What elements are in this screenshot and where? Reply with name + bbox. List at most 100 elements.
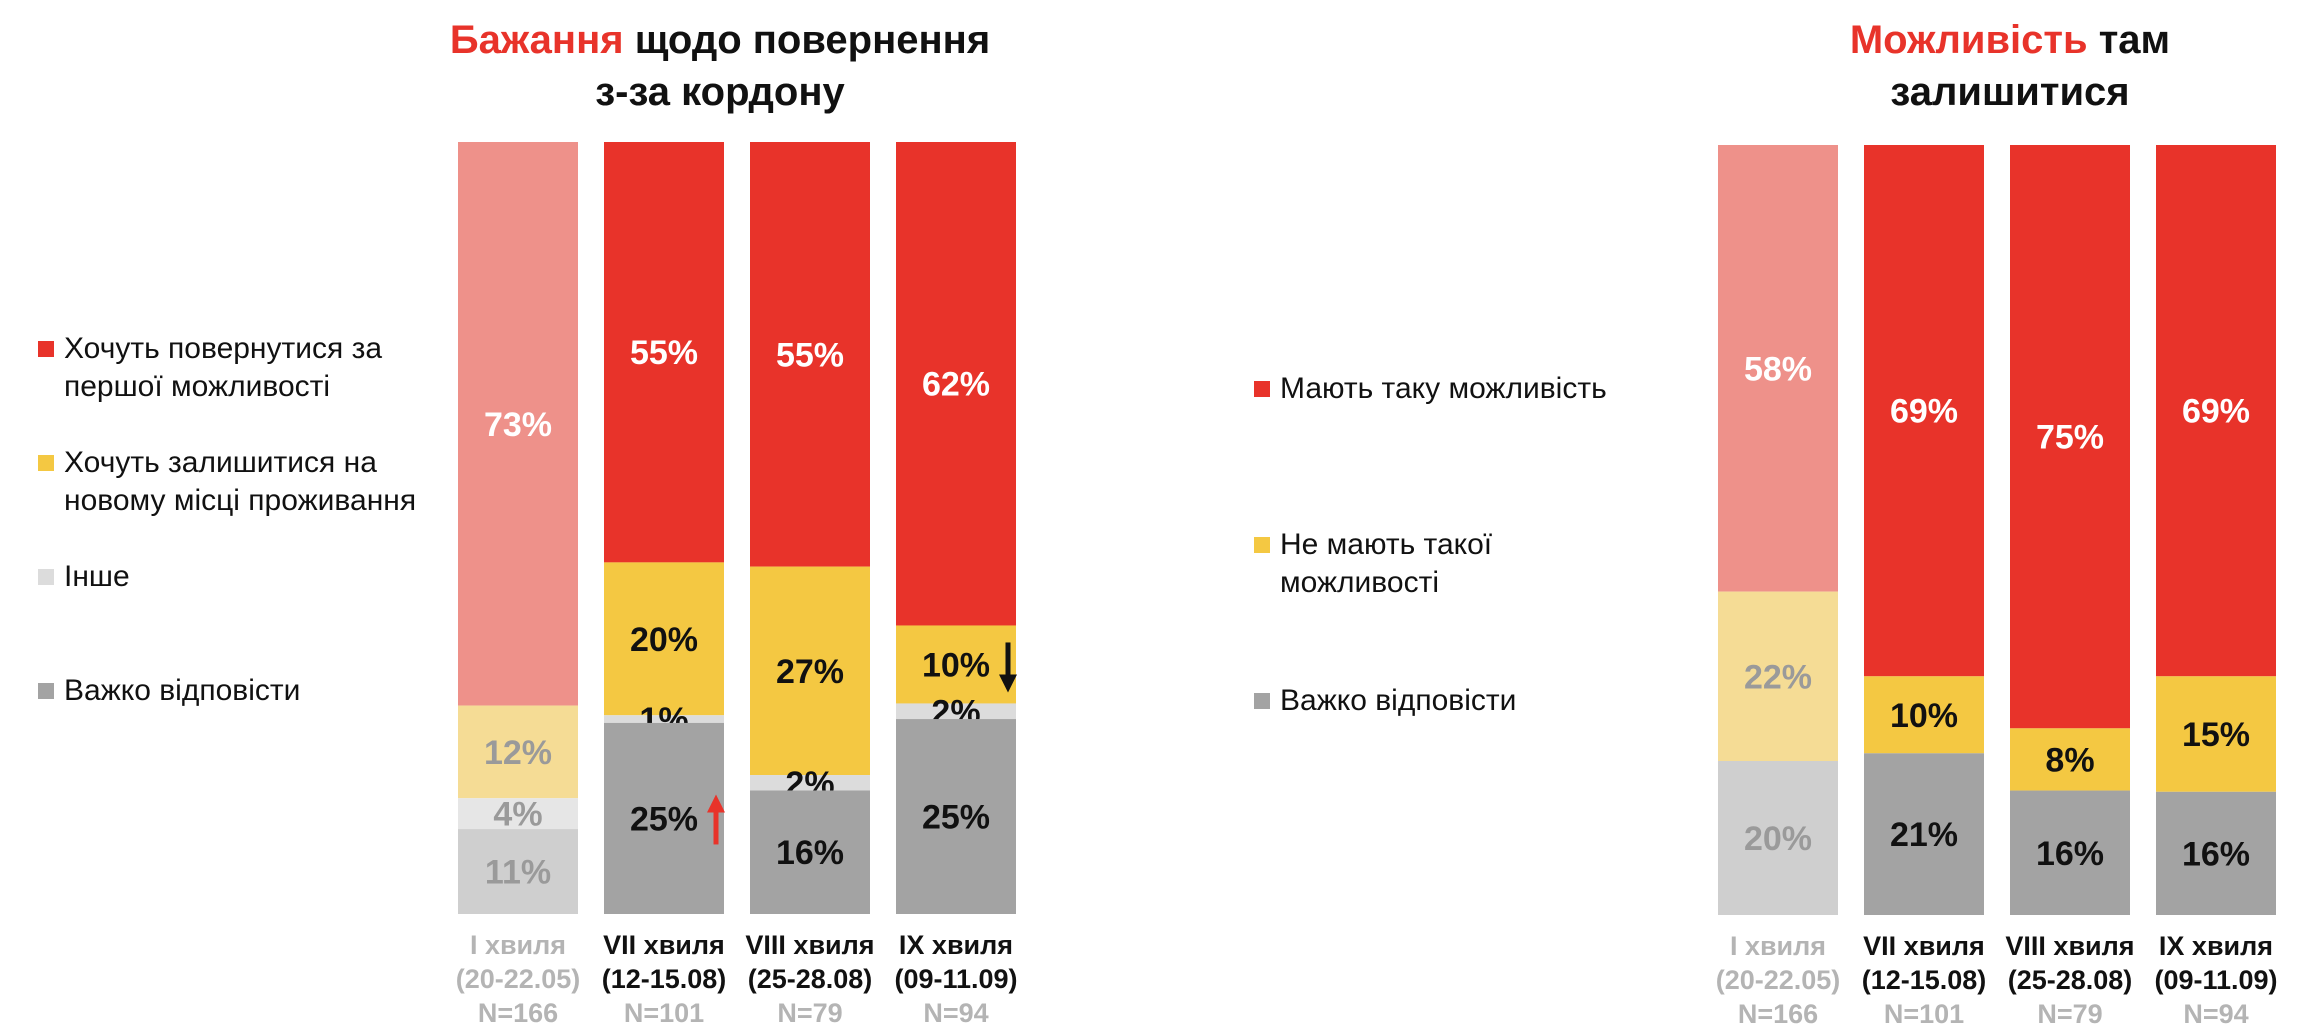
- category-dates: (12-15.08): [1862, 965, 1987, 995]
- category-dates: (20-22.05): [456, 964, 581, 994]
- data-label: 27%: [776, 653, 844, 691]
- legend-return-desire: Хочуть повернутися за першої можливості Х…: [38, 0, 478, 1028]
- bar-segment-мають-таку-можливість-2: [1864, 145, 1984, 677]
- category-sample-size: N=166: [1738, 999, 1818, 1028]
- data-label: 10%: [1890, 697, 1958, 735]
- category-dates: (25-28.08): [2008, 965, 2133, 995]
- category-dates: (25-28.08): [748, 964, 873, 994]
- legend-swatch: [38, 683, 54, 699]
- data-label: 62%: [922, 366, 990, 404]
- category-label: I хвиля: [1730, 931, 1826, 961]
- bar-segment-інше-2: [604, 715, 724, 723]
- bar-segment-важко-відповісти-1: [1718, 761, 1838, 915]
- category-dates: (20-22.05): [1716, 965, 1841, 995]
- legend-stay-possibility: Мають таку можливість Не мають такої можл…: [1254, 0, 1694, 1028]
- bar-segment-інше-1: [458, 798, 578, 830]
- legend-item-hard-to-say: Важко відповісти: [1254, 682, 1516, 720]
- legend-label: Не мають такої можливості: [1280, 528, 1493, 599]
- title-line2: залишитися: [1890, 70, 2130, 114]
- bar-segment-хочуть-повернутися-за-пе-1: [458, 142, 578, 706]
- data-label: 58%: [1744, 350, 1812, 388]
- bar-segment-важко-відповісти-2: [604, 722, 724, 914]
- data-label: 75%: [2036, 419, 2104, 457]
- legend-swatch: [38, 569, 54, 585]
- bar-segment-важко-відповісти-3: [750, 790, 870, 914]
- legend-item-have-possibility: Мають таку можливість: [1254, 370, 1607, 408]
- bar-segment-хочуть-повернутися-за-пе-2: [604, 142, 724, 563]
- bar-segment-важко-відповісти-4: [2156, 791, 2276, 915]
- bar-segment-важко-відповісти-2: [1864, 753, 1984, 915]
- data-label: 4%: [493, 796, 542, 834]
- bar-segment-важко-відповісти-3: [2010, 790, 2130, 915]
- category-sample-size: N=94: [923, 998, 988, 1028]
- stacked-bar-chart-return-desire: 73% 12% 4% 11% I хвиля (20-22.05) N=166 55% 20% 1…: [456, 142, 1018, 1028]
- category-label: VII хвиля: [1863, 931, 1985, 961]
- title-line2: з-за кордону: [595, 70, 845, 114]
- bar-segment-інше-4: [896, 703, 1016, 720]
- data-label: 10%: [922, 646, 990, 684]
- chart-title-stay-possibility: Можливість там залишитися: [1700, 14, 2320, 118]
- legend-swatch: [38, 341, 54, 357]
- data-label: 25%: [922, 799, 990, 837]
- category-dates: (12-15.08): [602, 964, 727, 994]
- title-highlight: Можливість: [1849, 18, 2088, 62]
- legend-label: Хочуть залишитися на новому місці прожива…: [64, 446, 417, 517]
- bar-segment-хочуть-повернутися-за-пе-4: [896, 142, 1016, 626]
- category-sample-size: N=94: [2183, 999, 2248, 1028]
- category-sample-size: N=166: [478, 998, 558, 1028]
- bar-segment-хочуть-повернутися-за-пе-3: [750, 142, 870, 567]
- data-label: 12%: [484, 734, 552, 772]
- bar-segment-не-мають-такої-можливост-3: [2010, 728, 2130, 791]
- category-dates: (09-11.09): [2154, 965, 2277, 995]
- data-label: 69%: [1890, 393, 1958, 431]
- data-label: 69%: [2182, 393, 2250, 431]
- data-label: 8%: [2045, 741, 2094, 779]
- category-label: VII хвиля: [603, 930, 725, 960]
- bar-segment-інше-3: [750, 775, 870, 791]
- data-label: 25%: [630, 800, 698, 838]
- legend-swatch: [1254, 381, 1270, 397]
- data-label: 16%: [776, 834, 844, 872]
- category-sample-size: N=101: [1884, 999, 1964, 1028]
- legend-label: Важко відповісти: [1280, 684, 1517, 717]
- data-label: 55%: [776, 336, 844, 374]
- legend-item-hard-to-say: Важко відповісти: [38, 672, 300, 710]
- category-sample-size: N=101: [624, 998, 704, 1028]
- category-label: VIII хвиля: [745, 930, 874, 960]
- category-label: I хвиля: [470, 930, 566, 960]
- bar-segment-не-мають-такої-можливост-4: [2156, 676, 2276, 792]
- bar-segment-хочуть-залишитися-на-нов-2: [604, 562, 724, 716]
- data-label: 15%: [2182, 716, 2250, 754]
- data-label: 16%: [2182, 835, 2250, 873]
- data-label: 22%: [1744, 658, 1812, 696]
- bar-segment-не-мають-такої-можливост-2: [1864, 676, 1984, 754]
- category-dates: (09-11.09): [894, 964, 1017, 994]
- bar-segment-мають-таку-можливість-3: [2010, 145, 2130, 729]
- legend-swatch: [1254, 537, 1270, 553]
- category-label: IX хвиля: [899, 930, 1013, 960]
- bar-segment-важко-відповісти-1: [458, 829, 578, 914]
- stacked-bar-chart-stay-possibility: 58% 22% 20% I хвиля (20-22.05) N=166 69% 10% 21%…: [1716, 145, 2278, 1028]
- title-highlight: Бажання: [449, 18, 624, 62]
- bar-segment-важко-відповісти-4: [896, 719, 1016, 914]
- title-rest: щодо повернення: [623, 18, 991, 62]
- bar-segment-мають-таку-можливість-1: [1718, 145, 1838, 592]
- legend-item-other: Інше: [38, 558, 130, 596]
- data-label: 21%: [1890, 816, 1958, 854]
- data-label: 20%: [630, 621, 698, 659]
- title-rest: там: [2087, 18, 2171, 62]
- legend-label: Важко відповісти: [64, 674, 301, 707]
- arrow-up-icon: [707, 794, 725, 845]
- legend-label: Мають таку можливість: [1280, 372, 1607, 405]
- chart-title-return-desire: Бажання щодо повернення з-за кордону: [410, 14, 1030, 118]
- bar-segment-мають-таку-можливість-4: [2156, 145, 2276, 677]
- data-label: 11%: [485, 854, 551, 892]
- legend-label: Хочуть повернутися за першої можливості: [64, 332, 383, 403]
- data-label: 73%: [484, 406, 552, 444]
- category-sample-size: N=79: [777, 998, 842, 1028]
- legend-item-return: Хочуть повернутися за першої можливості: [38, 330, 464, 406]
- bar-segment-хочуть-залишитися-на-нов-3: [750, 566, 870, 776]
- bar-segment-не-мають-такої-можливост-1: [1718, 591, 1838, 761]
- category-label: VIII хвиля: [2005, 931, 2134, 961]
- category-sample-size: N=79: [2037, 999, 2102, 1028]
